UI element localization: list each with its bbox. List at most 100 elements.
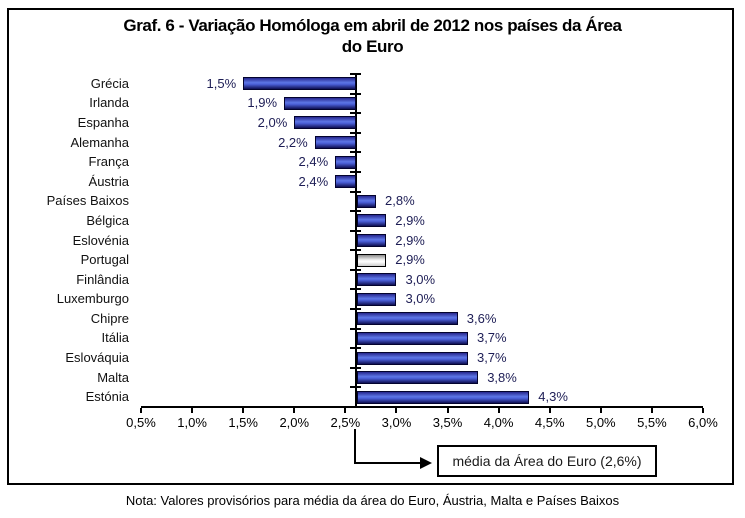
category-axis-tick <box>349 268 361 271</box>
category-axis-tick <box>349 210 361 213</box>
category-axis-tick <box>349 288 361 291</box>
bar <box>356 214 387 228</box>
bar <box>356 312 458 326</box>
x-axis-tick-label: 4,5% <box>534 415 565 430</box>
category-axis-tick <box>349 366 361 369</box>
country-label: Espanha <box>77 114 129 130</box>
value-label: 1,5% <box>206 75 237 91</box>
value-label: 3,6% <box>466 310 497 326</box>
category-axis-tick <box>349 327 361 330</box>
bar <box>356 234 387 247</box>
value-label: 2,9% <box>395 232 425 248</box>
category-axis-tick <box>349 131 361 134</box>
x-axis-tick <box>497 408 500 413</box>
value-label: 2,4% <box>298 154 329 170</box>
bar <box>356 371 479 385</box>
category-axis-tick <box>349 308 361 311</box>
x-axis-tick <box>344 408 347 413</box>
category-axis-tick <box>349 151 361 154</box>
x-axis-tick-label: 1,0% <box>177 415 207 430</box>
category-axis-tick <box>349 112 361 115</box>
bar <box>314 136 356 150</box>
value-label: 3,8% <box>487 369 517 385</box>
value-label: 3,7% <box>476 330 507 346</box>
bar <box>356 351 468 365</box>
x-axis-tick-label: 3,0% <box>381 415 412 430</box>
value-label: 4,3% <box>538 389 568 405</box>
x-axis-tick <box>395 408 398 413</box>
category-axis-tick <box>349 249 361 252</box>
value-label: 2,9% <box>395 252 425 268</box>
value-label: 2,9% <box>395 212 425 228</box>
bar <box>335 155 356 169</box>
category-axis-tick <box>349 386 361 389</box>
x-axis-tick <box>242 408 245 413</box>
country-label: Luxemburgo <box>56 291 129 307</box>
value-label: 3,0% <box>405 271 436 287</box>
value-label: 1,9% <box>247 95 278 111</box>
footnote: Nota: Valores provisórios para média da … <box>125 493 620 508</box>
value-label: 3,0% <box>405 291 436 307</box>
category-axis-tick <box>349 170 361 173</box>
country-label: França <box>88 154 129 170</box>
country-label: Malta <box>97 369 129 385</box>
x-axis-tick-label: 4,0% <box>483 415 514 430</box>
country-label: Chipre <box>90 310 129 326</box>
country-label: Finlândia <box>76 271 129 287</box>
x-axis-tick-label: 5,5% <box>637 415 667 430</box>
category-axis-line <box>354 74 357 408</box>
x-axis-tick <box>191 408 194 413</box>
x-axis-tick <box>599 408 602 413</box>
x-axis-tick-label: 3,5% <box>432 415 463 430</box>
category-axis-tick <box>349 190 361 193</box>
bar <box>356 390 530 404</box>
category-axis-tick <box>349 92 361 95</box>
category-axis-tick <box>349 406 361 408</box>
x-axis-tick <box>548 408 551 413</box>
chart-title-line2: do Euro <box>341 37 404 56</box>
bar <box>356 194 376 208</box>
bar <box>356 273 397 287</box>
country-label: Estónia <box>85 389 129 405</box>
value-label: 2,8% <box>385 193 415 209</box>
x-axis-tick-label: 5,0% <box>585 415 616 430</box>
x-axis-tick <box>650 408 653 413</box>
x-axis-tick <box>446 408 449 413</box>
mean-annotation-box: média da Área do Euro (2,6%) <box>437 445 657 477</box>
category-axis-tick <box>349 73 361 75</box>
value-label: 2,4% <box>298 173 329 189</box>
bar <box>335 175 356 189</box>
country-label: Eslováquia <box>65 350 129 366</box>
mean-arrow-vertical <box>354 429 356 464</box>
value-label: 2,2% <box>278 134 308 150</box>
x-axis-tick <box>140 408 142 413</box>
x-axis-tick <box>293 408 296 413</box>
bar <box>356 331 468 345</box>
bar-highlighted <box>356 253 387 267</box>
mean-annotation-label: média da Área do Euro (2,6%) <box>452 453 642 469</box>
mean-arrow-head-icon <box>420 457 432 469</box>
x-axis-line <box>141 406 703 408</box>
country-label: Grécia <box>90 75 129 91</box>
country-label: Portugal <box>80 252 129 268</box>
x-axis-tick-label: 0,5% <box>126 415 156 430</box>
bar <box>294 116 356 130</box>
x-axis-tick-label: 1,5% <box>228 415 258 430</box>
x-axis-tick-label: 2,5% <box>330 415 361 430</box>
country-label: Irlanda <box>89 95 129 111</box>
bar <box>243 77 356 91</box>
x-axis-tick-label: 2,0% <box>279 415 310 430</box>
country-label: Países Baixos <box>46 193 129 209</box>
country-label: Eslovénia <box>72 232 129 248</box>
country-label: Alemanha <box>70 134 129 150</box>
value-label: 2,0% <box>257 114 288 130</box>
country-label: Itália <box>101 330 129 346</box>
x-axis-tick <box>702 408 704 413</box>
value-label: 3,7% <box>476 350 507 366</box>
country-label: Áustria <box>88 173 129 189</box>
country-label: Bélgica <box>86 212 129 228</box>
mean-arrow-horizontal <box>354 462 420 464</box>
category-axis-tick <box>349 229 361 232</box>
bar <box>284 96 356 110</box>
